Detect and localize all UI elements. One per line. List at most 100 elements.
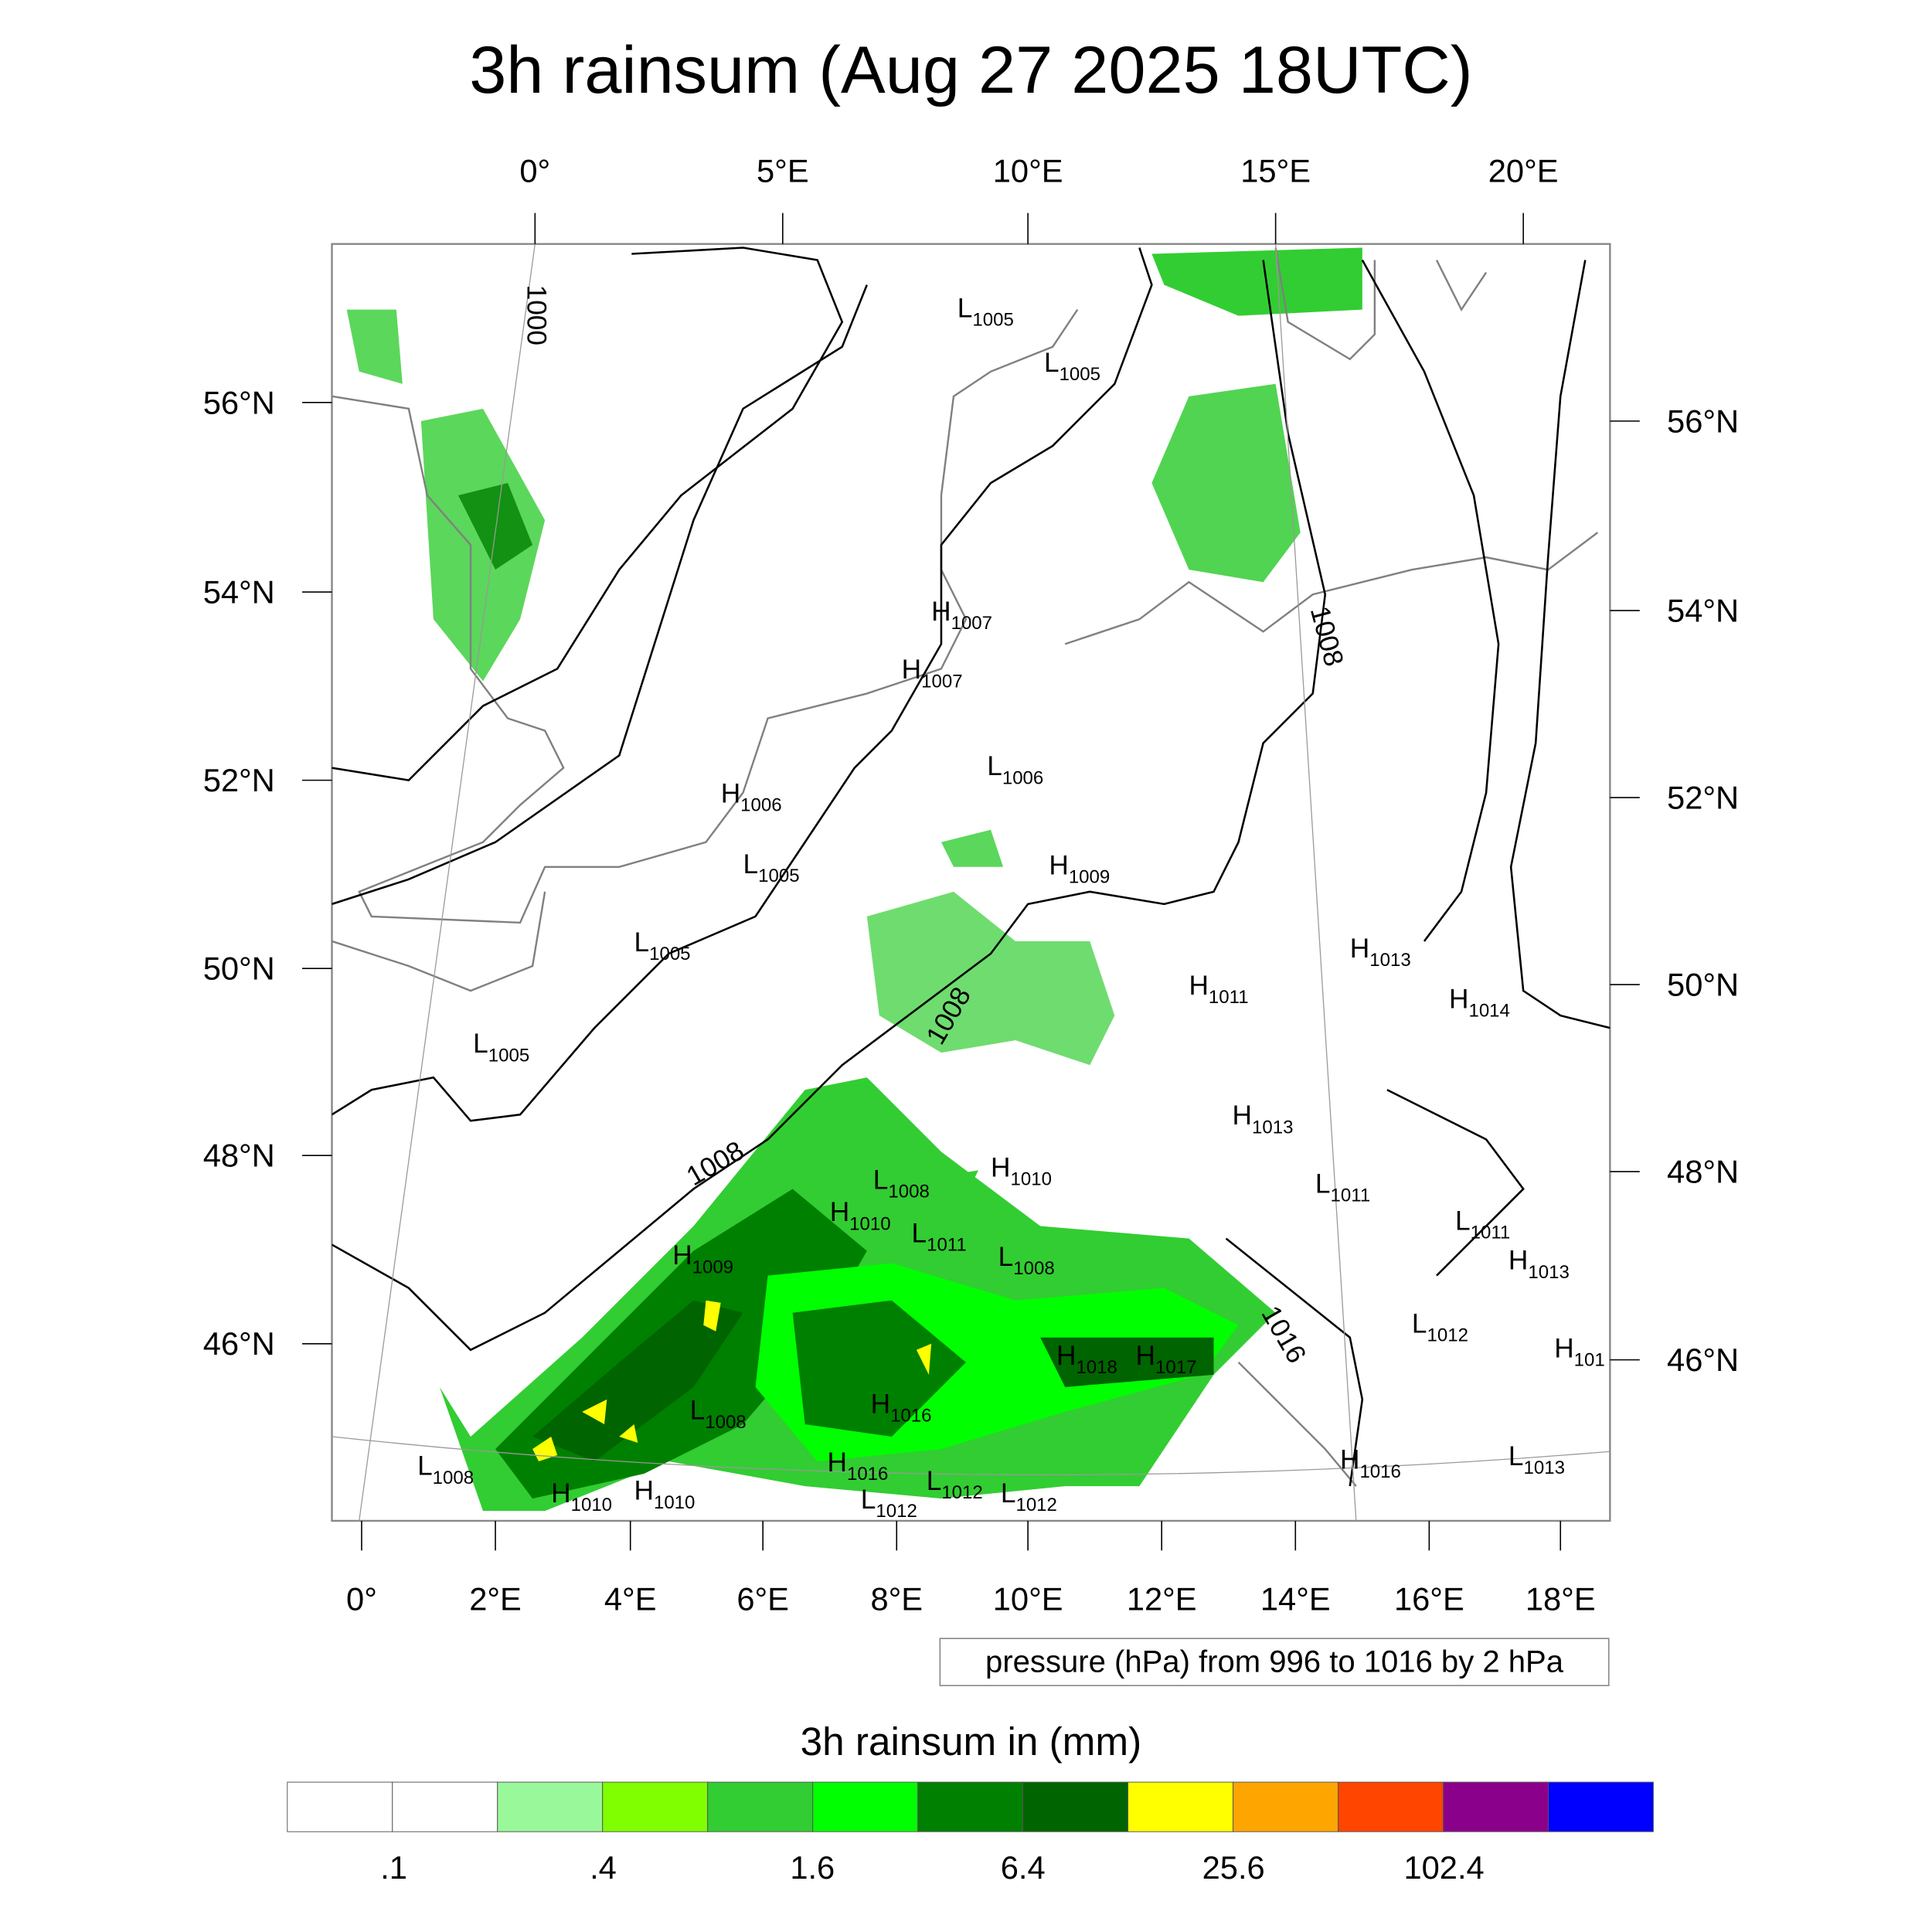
low-pressure-label: L1005 [1044, 348, 1100, 385]
tick-label: 54°N [203, 573, 275, 610]
high-pressure-label: H1016 [871, 1389, 932, 1427]
tick-label: 52°N [1667, 779, 1739, 815]
colorbar-swatch [1233, 1781, 1338, 1832]
high-pressure-label: H1016 [1340, 1445, 1401, 1482]
colorbar: 3h rainsum in (mm) .1 .4 1.6 6.4 25.6 10… [287, 1719, 1654, 1886]
tick-label: 10°E [993, 1580, 1063, 1617]
low-pressure-label: L1008 [873, 1165, 930, 1202]
tick-label: 2°E [469, 1580, 522, 1617]
colorbar-label: 1.6 [790, 1849, 835, 1886]
tick-label: 4°E [604, 1580, 657, 1617]
tick-label: 0° [519, 153, 550, 189]
right-axis: 56°N 54°N 52°N 50°N 48°N 46°N [1667, 403, 1739, 1378]
colorbar-swatch [1338, 1781, 1444, 1832]
map-area [331, 243, 1611, 1522]
high-pressure-label: H1010 [634, 1476, 696, 1513]
tick-label: 20°E [1488, 153, 1559, 189]
colorbar-swatch [392, 1781, 498, 1832]
tick-label: 6°E [736, 1580, 789, 1617]
high-pressure-label: H1013 [1233, 1100, 1294, 1138]
colorbar-label: .1 [380, 1849, 407, 1886]
colorbar-swatch [707, 1781, 814, 1832]
tick-label: 16°E [1394, 1580, 1464, 1617]
colorbar-swatch [497, 1781, 604, 1832]
colorbar-title: 3h rainsum in (mm) [801, 1719, 1142, 1764]
high-pressure-label: H1010 [551, 1478, 612, 1515]
low-pressure-label: L1005 [634, 927, 691, 964]
pressure-centers: L1005 L1005 H1007 H1007 L1006 H1006 L1005 H1009… [417, 293, 1605, 1522]
axis-ticks [302, 213, 1640, 1551]
colorbar-swatch [287, 1781, 393, 1832]
low-pressure-label: L1005 [743, 849, 800, 886]
low-pressure-label: L1008 [417, 1451, 474, 1488]
high-pressure-label: H1007 [931, 597, 992, 634]
high-pressure-label: H1009 [1049, 850, 1110, 887]
high-pressure-label: H1010 [830, 1197, 891, 1234]
bottom-axis: 0° 2°E 4°E 6°E 8°E 10°E 12°E 14°E 16°E 1… [346, 1580, 1596, 1617]
high-pressure-label: H1013 [1509, 1246, 1570, 1283]
tick-label: 50°N [203, 951, 275, 987]
tick-label: 50°N [1667, 966, 1739, 1002]
high-pressure-label: H1017 [1136, 1341, 1197, 1378]
low-pressure-label: L1011 [911, 1218, 966, 1255]
high-pressure-label: H1011 [1189, 971, 1248, 1008]
tick-label: 48°N [203, 1138, 275, 1174]
tick-label: 18°E [1526, 1580, 1596, 1617]
colorbar-label: 25.6 [1202, 1849, 1265, 1886]
colorbar-swatch [1128, 1781, 1234, 1832]
low-pressure-label: L1012 [861, 1485, 917, 1522]
low-pressure-label: L1012 [1001, 1478, 1057, 1515]
tick-label: 15°E [1240, 153, 1311, 189]
tick-label: 54°N [1667, 592, 1739, 628]
tick-label: 56°N [203, 384, 275, 420]
colorbar-swatch [812, 1781, 919, 1832]
tick-label: 12°E [1127, 1580, 1197, 1617]
tick-label: 52°N [203, 762, 275, 798]
colorbar-label: .4 [590, 1849, 617, 1886]
colorbar-swatch [602, 1781, 709, 1832]
colorbar-label: 6.4 [1001, 1849, 1046, 1886]
tick-label: 56°N [1667, 403, 1739, 439]
low-pressure-label: L1006 [987, 751, 1043, 788]
low-pressure-label: L1011 [1455, 1206, 1510, 1243]
coastlines [332, 247, 1599, 1487]
colorbar-label: 102.4 [1403, 1849, 1484, 1886]
colorbar-swatch [1022, 1781, 1129, 1832]
contour-info-text: pressure (hPa) from 996 to 1016 by 2 hPa [985, 1645, 1564, 1679]
tick-label: 5°E [757, 153, 809, 189]
low-pressure-label: L1011 [1315, 1168, 1370, 1206]
top-axis: 0° 5°E 10°E 15°E 20°E [519, 153, 1558, 189]
rain-field [346, 247, 1362, 1512]
tick-label: 8°E [870, 1580, 923, 1617]
low-pressure-label: L1005 [473, 1029, 529, 1066]
low-pressure-label: L1008 [690, 1396, 747, 1433]
high-pressure-label: H1010 [991, 1152, 1052, 1189]
high-pressure-label: H1009 [672, 1240, 733, 1277]
colorbar-swatch [917, 1781, 1024, 1832]
high-pressure-label: H1018 [1056, 1341, 1117, 1378]
contour-label: 1000 [522, 285, 552, 345]
high-pressure-label: H1013 [1350, 934, 1411, 971]
left-axis: 56°N 54°N 52°N 50°N 48°N 46°N [203, 384, 275, 1362]
high-pressure-label: H1006 [721, 778, 782, 815]
high-pressure-label: H1007 [902, 655, 963, 692]
high-pressure-label: H101 [1554, 1333, 1605, 1370]
tick-label: 48°N [1667, 1153, 1739, 1189]
tick-label: 10°E [993, 153, 1063, 189]
colorbar-swatch [1442, 1781, 1549, 1832]
high-pressure-label: H1014 [1449, 984, 1510, 1021]
high-pressure-label: H1016 [828, 1447, 889, 1485]
tick-label: 0° [346, 1580, 377, 1617]
low-pressure-label: L1012 [1412, 1308, 1468, 1345]
low-pressure-label: L1005 [957, 293, 1014, 330]
low-pressure-label: L1008 [998, 1242, 1055, 1279]
figure-title: 3h rainsum (Aug 27 2025 18UTC) [469, 33, 1472, 107]
tick-label: 14°E [1260, 1580, 1331, 1617]
tick-label: 46°N [203, 1325, 275, 1362]
low-pressure-label: L1012 [927, 1466, 983, 1503]
tick-label: 46°N [1667, 1342, 1739, 1378]
low-pressure-label: L1013 [1509, 1441, 1565, 1478]
contour-info-box: pressure (hPa) from 996 to 1016 by 2 hPa [939, 1638, 1610, 1686]
graticule [332, 243, 1611, 1521]
